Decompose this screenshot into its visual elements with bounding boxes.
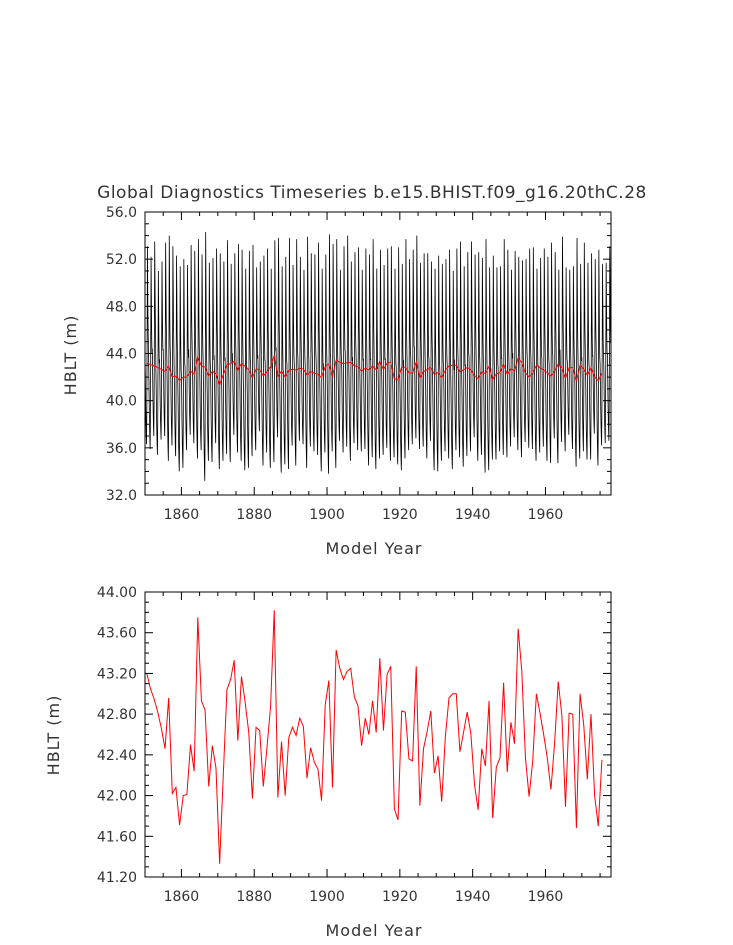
x-tick-label: 1960 — [528, 889, 564, 905]
top-panel: Global Diagnostics Timeseries b.e15.BHIS… — [61, 183, 647, 558]
annual-mean-line — [146, 354, 603, 387]
x-tick-label: 1920 — [382, 889, 418, 905]
bottom-axis-ticks: 1860 1880 1900 1920 1940 1960 41.20 41.60 42.00 4… — [97, 585, 611, 905]
top-x-axis-label: Model Year — [326, 539, 423, 558]
annual-mean-series-line — [146, 610, 603, 864]
bottom-plot-frame — [144, 591, 612, 878]
bottom-x-axis-label: Model Year — [326, 921, 423, 940]
top-y-axis-label: HBLT (m) — [61, 315, 80, 396]
y-tick-label: 42.00 — [97, 789, 137, 805]
y-tick-label: 43.20 — [97, 666, 137, 682]
y-tick-label: 32.0 — [106, 488, 137, 504]
x-tick-label: 1900 — [309, 507, 345, 523]
y-tick-label: 48.0 — [106, 299, 137, 315]
y-tick-label: 44.00 — [97, 585, 137, 601]
x-tick-label: 1860 — [164, 507, 200, 523]
chart-title: Global Diagnostics Timeseries b.e15.BHIS… — [97, 183, 647, 203]
y-tick-label: 44.0 — [106, 347, 137, 363]
x-tick-label: 1960 — [528, 507, 564, 523]
monthly-series-line — [144, 232, 612, 481]
y-tick-label: 40.0 — [106, 394, 137, 410]
y-tick-label: 52.0 — [106, 252, 137, 268]
y-tick-label: 36.0 — [106, 441, 137, 457]
y-tick-label: 41.60 — [97, 829, 137, 845]
x-tick-label: 1860 — [164, 889, 200, 905]
x-tick-label: 1920 — [382, 507, 418, 523]
top-axis-ticks: 1860 1880 1900 1920 1940 1960 32.0 36.0 40.0 44.0… — [106, 205, 611, 523]
y-tick-label: 42.40 — [97, 748, 137, 764]
x-tick-label: 1880 — [236, 507, 272, 523]
bottom-panel: 1860 1880 1900 1920 1940 1960 41.20 41.60 42.00 4… — [44, 585, 612, 940]
x-tick-label: 1940 — [455, 889, 491, 905]
y-tick-label: 41.20 — [97, 870, 137, 886]
bottom-y-axis-label: HBLT (m) — [44, 695, 63, 776]
monthly-line — [144, 232, 612, 481]
x-tick-label: 1940 — [455, 507, 491, 523]
annual-mean-series-line — [146, 354, 603, 387]
y-tick-label: 43.60 — [97, 626, 137, 642]
x-tick-label: 1900 — [309, 889, 345, 905]
y-tick-label: 56.0 — [106, 205, 137, 221]
annual-mean-line — [146, 610, 603, 864]
y-tick-label: 42.80 — [97, 707, 137, 723]
x-tick-label: 1880 — [236, 889, 272, 905]
